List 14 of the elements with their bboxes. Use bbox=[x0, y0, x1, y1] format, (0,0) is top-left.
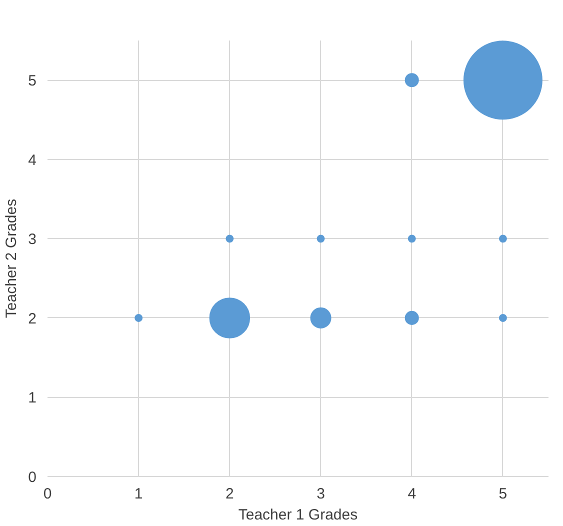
y-axis-title: Teacher 2 Grades bbox=[3, 198, 20, 318]
x-tick-label: 4 bbox=[408, 486, 416, 502]
x-tick-label: 2 bbox=[226, 486, 234, 502]
x-tick-label: 0 bbox=[43, 486, 52, 502]
x-tick-label: 3 bbox=[316, 486, 325, 502]
y-tick-label: 4 bbox=[28, 152, 36, 169]
y-tick-label: 0 bbox=[28, 469, 36, 486]
y-tick-label: 1 bbox=[28, 390, 36, 407]
y-tick-label: 3 bbox=[28, 231, 36, 248]
x-tick-label: 1 bbox=[134, 486, 143, 502]
y-tick-label: 2 bbox=[28, 310, 36, 328]
x-tick-label: 5 bbox=[498, 486, 508, 502]
y-tick-label: 5 bbox=[28, 72, 36, 90]
x-axis-title: Teacher 1 Grades bbox=[238, 506, 358, 524]
